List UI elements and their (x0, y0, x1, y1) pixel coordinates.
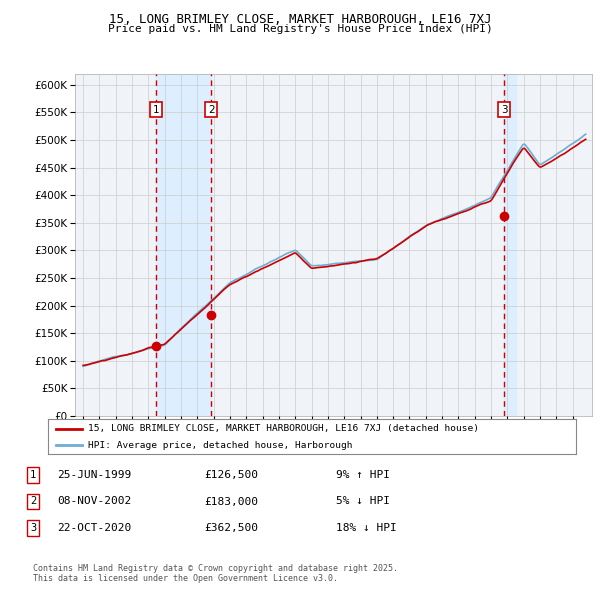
Text: 1: 1 (153, 104, 160, 114)
Text: 15, LONG BRIMLEY CLOSE, MARKET HARBOROUGH, LE16 7XJ (detached house): 15, LONG BRIMLEY CLOSE, MARKET HARBOROUG… (88, 424, 479, 433)
Text: Contains HM Land Registry data © Crown copyright and database right 2025.
This d: Contains HM Land Registry data © Crown c… (33, 563, 398, 583)
Text: £362,500: £362,500 (204, 523, 258, 533)
Text: £183,000: £183,000 (204, 497, 258, 506)
Text: 22-OCT-2020: 22-OCT-2020 (57, 523, 131, 533)
Text: 18% ↓ HPI: 18% ↓ HPI (336, 523, 397, 533)
Text: 25-JUN-1999: 25-JUN-1999 (57, 470, 131, 480)
Bar (156, 74, 211, 416)
Text: 2: 2 (30, 497, 36, 506)
Text: 9% ↑ HPI: 9% ↑ HPI (336, 470, 390, 480)
Text: 3: 3 (30, 523, 36, 533)
Text: Price paid vs. HM Land Registry's House Price Index (HPI): Price paid vs. HM Land Registry's House … (107, 24, 493, 34)
Text: 5% ↓ HPI: 5% ↓ HPI (336, 497, 390, 506)
Text: 08-NOV-2002: 08-NOV-2002 (57, 497, 131, 506)
Text: 2: 2 (208, 104, 215, 114)
Text: HPI: Average price, detached house, Harborough: HPI: Average price, detached house, Harb… (88, 441, 352, 450)
Bar (504, 74, 515, 416)
Text: 1: 1 (30, 470, 36, 480)
Text: 3: 3 (501, 104, 508, 114)
Text: 15, LONG BRIMLEY CLOSE, MARKET HARBOROUGH, LE16 7XJ: 15, LONG BRIMLEY CLOSE, MARKET HARBOROUG… (109, 13, 491, 26)
Text: £126,500: £126,500 (204, 470, 258, 480)
